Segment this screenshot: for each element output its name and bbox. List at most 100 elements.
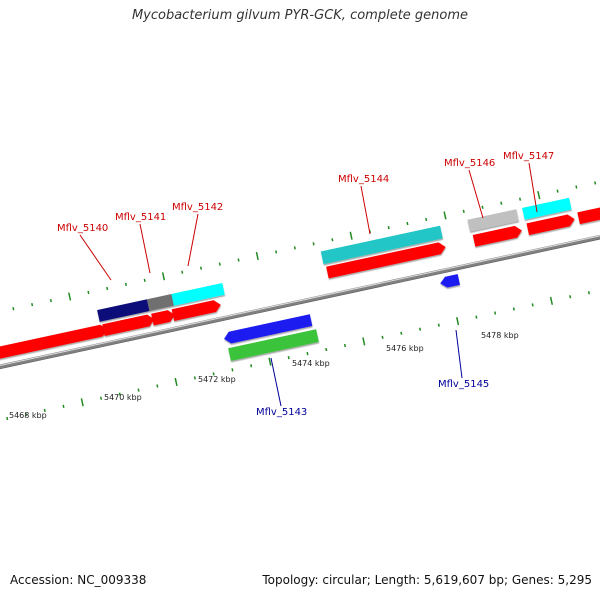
minor-tick	[425, 217, 428, 222]
minor-tick	[237, 258, 240, 262]
gene-label[interactable]: Mflv_5147	[503, 151, 554, 162]
gene-labels: Mflv_5140 Mflv_5141 Mflv_5142 Mflv_5144 …	[57, 151, 554, 418]
scale-label: 5476 kbp	[386, 344, 424, 353]
minor-tick	[124, 282, 127, 287]
minor-tick	[400, 331, 403, 335]
minor-tick	[293, 246, 296, 250]
scale-label: 5474 kbp	[292, 359, 330, 368]
minor-tick	[331, 238, 334, 242]
minor-tick	[312, 242, 315, 246]
gene-label[interactable]: Mflv_5140	[57, 223, 108, 234]
major-tick	[80, 398, 84, 407]
minor-tick	[106, 286, 109, 291]
minor-tick	[518, 197, 522, 201]
gene-label[interactable]: Mflv_5142	[172, 202, 223, 213]
minor-tick	[62, 404, 65, 408]
gene-label[interactable]: Mflv_5145	[438, 379, 489, 390]
scale-label: 5470 kbp	[104, 393, 142, 402]
forward-gene-arrow[interactable]	[326, 241, 447, 279]
scale-label: 5478 kbp	[481, 331, 519, 340]
major-tick	[456, 317, 460, 326]
minor-tick	[343, 343, 347, 348]
forward-gene-arrow[interactable]	[472, 225, 523, 247]
minor-tick	[387, 225, 390, 230]
minor-tick	[287, 356, 290, 360]
gene-label[interactable]: Mflv_5146	[444, 158, 495, 169]
minor-tick	[419, 327, 422, 331]
minor-tick	[575, 185, 578, 189]
minor-tick	[12, 307, 15, 311]
minor-tick	[325, 347, 328, 352]
minor-tick	[99, 396, 103, 400]
minor-tick	[306, 351, 309, 356]
minor-tick	[475, 315, 478, 319]
gene-label[interactable]: Mflv_5143	[256, 407, 307, 418]
minor-tick	[199, 266, 203, 270]
genome-summary-text: Topology: circular; Length: 5,619,607 bp…	[262, 573, 592, 587]
label-leaders	[79, 162, 538, 407]
major-tick	[349, 231, 353, 240]
feature-bar[interactable]	[320, 225, 443, 265]
minor-tick	[556, 189, 559, 193]
forward-gene-arrow[interactable]	[0, 323, 109, 360]
minor-tick	[49, 298, 52, 303]
forward-gene-arrow[interactable]	[526, 213, 575, 236]
minor-tick	[143, 278, 146, 282]
forward-gene-arrow[interactable]	[577, 203, 600, 225]
forward-gene-arrow[interactable]	[151, 309, 176, 326]
feature-bar[interactable]	[522, 197, 572, 220]
scale-label: 5472 kbp	[198, 375, 236, 384]
major-tick	[161, 272, 166, 281]
major-tick	[255, 251, 259, 261]
minor-tick	[437, 323, 440, 327]
minor-tick	[406, 221, 409, 226]
minor-tick	[156, 384, 159, 388]
feature-bar[interactable]	[171, 283, 225, 306]
forward-gene-arrow[interactable]	[102, 313, 155, 337]
reverse-gene-arrow[interactable]	[439, 274, 460, 289]
forward-gene-arrow[interactable]	[171, 299, 222, 322]
minor-tick	[87, 290, 90, 295]
minor-tick	[381, 335, 384, 339]
major-tick	[362, 337, 366, 346]
minor-tick	[275, 250, 278, 254]
gene-label[interactable]: Mflv_5141	[115, 212, 166, 223]
minor-tick	[118, 392, 121, 396]
major-tick	[549, 296, 554, 305]
map-title: Mycobacterium gilvum PYR-GCK, complete g…	[131, 8, 469, 23]
minor-tick	[462, 209, 465, 213]
feature-bar[interactable]	[228, 329, 319, 361]
minor-tick	[594, 181, 597, 185]
scale-label: 5468 kbp	[9, 411, 47, 420]
scale-labels: 5468 kbp 5470 kbp 5472 kbp 5474 kbp 5476…	[9, 331, 519, 420]
major-tick	[68, 292, 72, 301]
minor-tick	[481, 205, 484, 209]
minor-tick	[6, 416, 9, 421]
minor-tick	[212, 372, 215, 376]
feature-bar[interactable]	[146, 293, 174, 312]
minor-tick	[43, 408, 46, 413]
upper-tick-row	[12, 181, 597, 311]
feature-bar[interactable]	[467, 209, 519, 232]
minor-tick	[500, 201, 503, 205]
reverse-gene-arrow[interactable]	[223, 314, 313, 345]
genome-track	[0, 181, 600, 421]
minor-tick	[193, 376, 196, 380]
lower-tick-row	[6, 291, 591, 421]
minor-tick	[181, 270, 184, 274]
gene-label[interactable]: Mflv_5144	[338, 174, 389, 185]
minor-tick	[512, 307, 515, 311]
backbone-highlight	[0, 228, 600, 374]
minor-tick	[31, 303, 34, 307]
minor-tick	[587, 291, 591, 295]
minor-tick	[24, 412, 28, 417]
accession-text: Accession: NC_009338	[10, 573, 147, 587]
feature-bar[interactable]	[97, 299, 150, 322]
major-tick	[268, 357, 272, 366]
major-tick	[174, 377, 178, 387]
minor-tick	[494, 311, 497, 315]
minor-tick	[231, 368, 234, 372]
minor-tick	[250, 364, 253, 368]
major-tick	[537, 191, 541, 200]
